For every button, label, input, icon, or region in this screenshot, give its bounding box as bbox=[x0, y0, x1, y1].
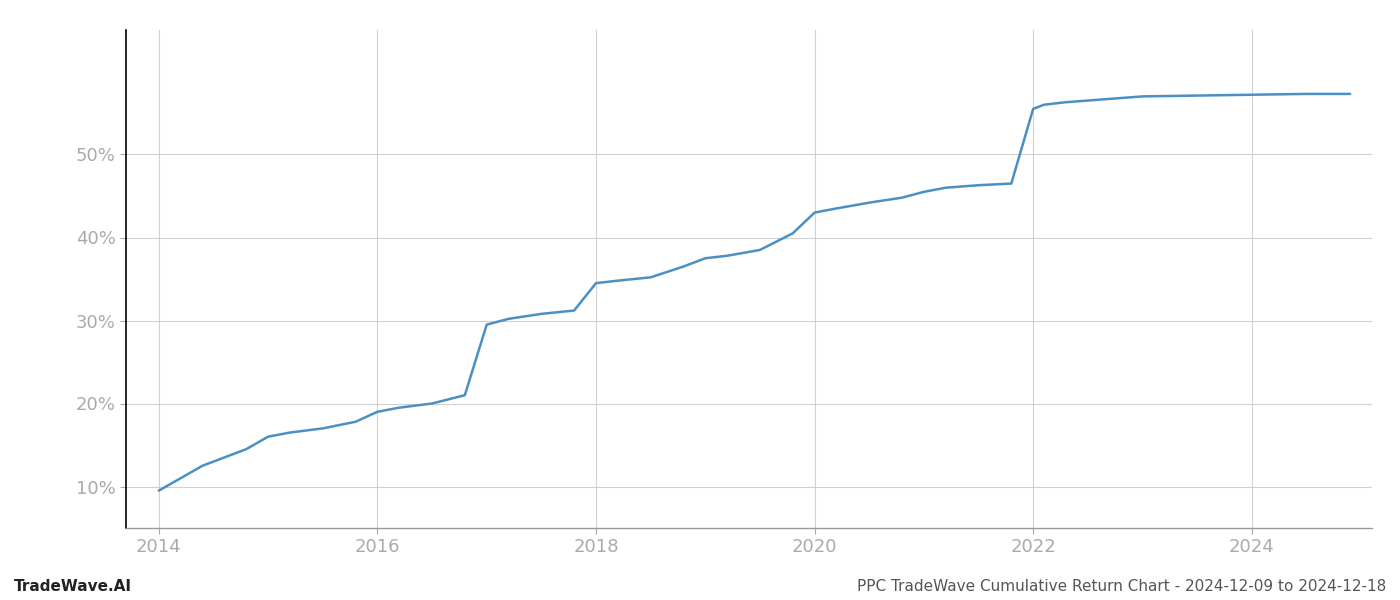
Text: TradeWave.AI: TradeWave.AI bbox=[14, 579, 132, 594]
Text: PPC TradeWave Cumulative Return Chart - 2024-12-09 to 2024-12-18: PPC TradeWave Cumulative Return Chart - … bbox=[857, 579, 1386, 594]
